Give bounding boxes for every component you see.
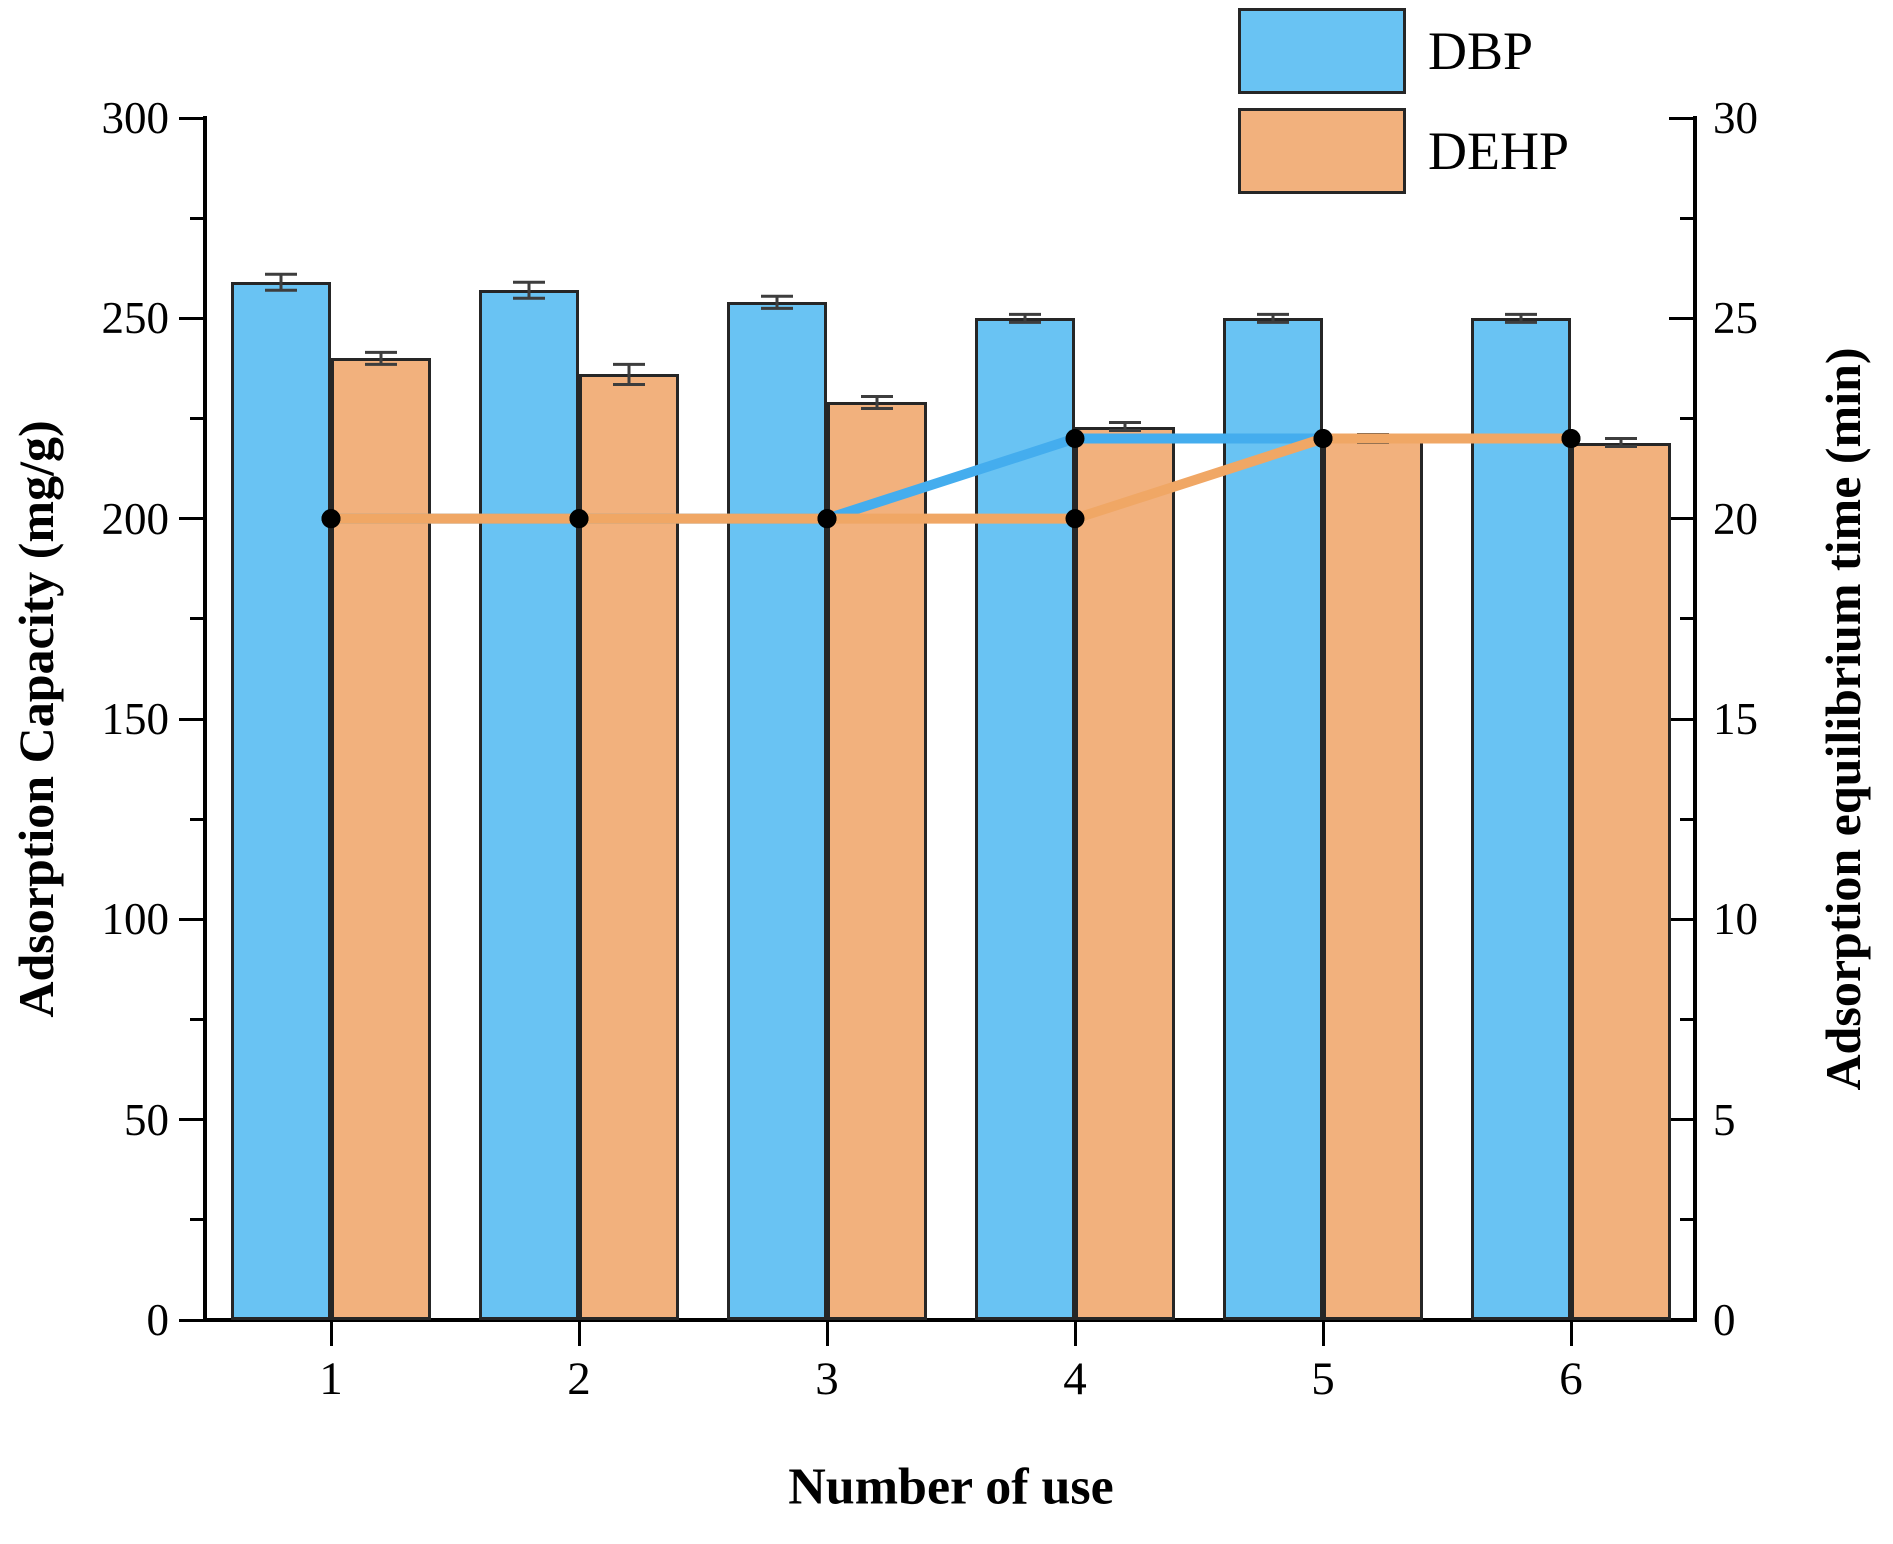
y-right-tick-label: 5 (1713, 1094, 1736, 1145)
y-right-minor-tick (1680, 417, 1693, 420)
y-right-minor-tick (1680, 1218, 1693, 1222)
legend-item-dbp: DBP (1238, 8, 1569, 94)
y-left-major-tick (179, 1318, 203, 1322)
y-left-major-tick (179, 917, 203, 921)
y-right-major-tick (1669, 517, 1693, 521)
legend-label-dbp: DBP (1428, 21, 1534, 81)
y-left-major-tick (179, 717, 203, 721)
y-right-minor-tick (1680, 1018, 1693, 1021)
y-left-tick-label: 300 (101, 93, 170, 143)
bar-dehp-4 (1075, 426, 1175, 1320)
bar-dbp-3 (727, 302, 827, 1320)
y-left-major-tick (179, 1118, 203, 1122)
x-minor-tick (1073, 1322, 1077, 1335)
x-minor-tick (329, 1322, 333, 1335)
y-left-minor-tick (190, 617, 203, 621)
bar-dbp-2 (479, 290, 579, 1320)
y-right-minor-tick (1680, 617, 1693, 621)
x-tick-label: 4 (1063, 1353, 1087, 1405)
bar-dehp-1 (331, 358, 431, 1320)
y-left-minor-tick (190, 1218, 203, 1222)
y-right-major-tick (1669, 917, 1693, 921)
legend: DBP DEHP (1238, 8, 1569, 208)
y-left-minor-tick (190, 216, 203, 220)
bar-dbp-1 (231, 282, 331, 1320)
legend-swatch-dbp (1238, 8, 1406, 94)
x-minor-tick (1321, 1322, 1325, 1335)
x-axis-spine (203, 1318, 1697, 1322)
x-tick-label: 1 (319, 1353, 343, 1405)
y-right-minor-tick (1680, 817, 1693, 821)
y-right-tick-label: 25 (1713, 293, 1758, 344)
y-right-major-tick (1669, 316, 1693, 320)
legend-label-dehp: DEHP (1428, 121, 1570, 181)
bar-dehp-3 (827, 402, 927, 1320)
y-right-minor-tick (1680, 216, 1693, 220)
bar-dbp-4 (975, 318, 1075, 1320)
x-tick-label: 6 (1559, 1353, 1583, 1405)
y-right-tick-label: 10 (1713, 894, 1758, 945)
x-minor-tick (577, 1322, 581, 1335)
y-right-major-tick (1669, 116, 1693, 120)
y-left-tick-label: 250 (101, 293, 170, 344)
y-left-major-tick (179, 517, 203, 521)
legend-swatch-dehp (1238, 108, 1406, 194)
y-right-tick-label: 15 (1713, 694, 1758, 744)
x-minor-tick (825, 1322, 829, 1335)
y-axis-right-title: Adsorption equilibrium time (min) (1815, 347, 1871, 1091)
y-left-tick-label: 200 (101, 493, 170, 544)
y-right-tick-label: 30 (1713, 93, 1758, 143)
y-left-minor-tick (190, 1018, 203, 1021)
bar-dehp-2 (579, 374, 679, 1320)
y-left-minor-tick (190, 417, 203, 420)
y-axis-left-spine (203, 116, 207, 1322)
y-axis-right-spine (1693, 116, 1697, 1322)
bar-dbp-6 (1471, 318, 1571, 1320)
y-left-tick-label: 100 (101, 894, 170, 945)
x-tick-label: 2 (567, 1353, 591, 1405)
y-left-tick-label: 0 (146, 1295, 170, 1345)
y-left-tick-label: 150 (101, 694, 170, 744)
y-right-tick-label: 0 (1713, 1295, 1736, 1345)
y-left-major-tick (179, 316, 203, 320)
bar-dehp-5 (1323, 438, 1423, 1320)
y-left-tick-label: 50 (124, 1094, 169, 1145)
x-tick-label: 3 (815, 1353, 839, 1405)
bar-dehp-6 (1571, 442, 1671, 1320)
legend-item-dehp: DEHP (1238, 108, 1569, 194)
y-right-tick-label: 20 (1713, 493, 1758, 544)
y-left-minor-tick (190, 817, 203, 821)
x-tick-label: 5 (1311, 1353, 1335, 1405)
y-right-major-tick (1669, 1118, 1693, 1122)
x-minor-tick (1569, 1322, 1573, 1335)
y-right-major-tick (1669, 717, 1693, 721)
x-axis-title: Number of use (788, 1458, 1114, 1516)
y-left-major-tick (179, 116, 203, 120)
y-right-major-tick (1669, 1318, 1693, 1322)
bar-dbp-5 (1223, 318, 1323, 1320)
